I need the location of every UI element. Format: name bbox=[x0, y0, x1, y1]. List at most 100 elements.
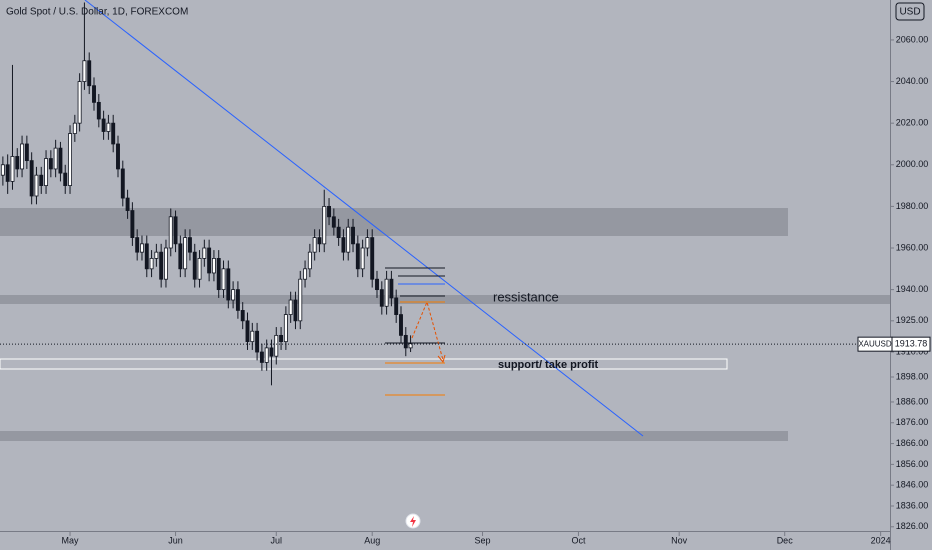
candle-body bbox=[77, 81, 82, 124]
x-tick-label: May bbox=[62, 535, 80, 545]
x-tick-label: Aug bbox=[364, 535, 380, 545]
candle-body bbox=[159, 251, 164, 280]
candle-body bbox=[403, 334, 408, 349]
candle-body bbox=[87, 60, 92, 87]
candle-body bbox=[235, 289, 240, 311]
x-tick-label: Oct bbox=[571, 535, 586, 545]
candle-body bbox=[149, 258, 154, 270]
candle-body bbox=[44, 158, 49, 186]
candle-body bbox=[346, 226, 351, 253]
y-tick-label: 2000.00 bbox=[896, 159, 929, 169]
candle-body bbox=[72, 122, 77, 134]
y-tick-label: 1925.00 bbox=[896, 315, 929, 325]
candle-body bbox=[202, 247, 207, 259]
currency-box[interactable] bbox=[895, 2, 925, 21]
support-box bbox=[0, 358, 728, 370]
candle-body bbox=[111, 122, 116, 145]
candle-body bbox=[303, 268, 308, 280]
y-tick-label: 1940.00 bbox=[896, 284, 929, 294]
zone-resistance bbox=[0, 295, 890, 304]
candle-body bbox=[187, 237, 192, 253]
arrow-head bbox=[437, 354, 446, 364]
candle-body bbox=[63, 172, 68, 186]
candle-body bbox=[125, 197, 130, 211]
candle-body bbox=[240, 310, 245, 322]
x-tick-label: 2024 bbox=[871, 535, 891, 545]
candle-body bbox=[389, 278, 394, 299]
y-tick-label: 1980.00 bbox=[896, 201, 929, 211]
candle-body bbox=[92, 85, 96, 103]
candle-body bbox=[375, 278, 379, 291]
x-tick-label: Jun bbox=[168, 535, 183, 545]
candle-body bbox=[48, 158, 53, 170]
candle-body bbox=[245, 320, 250, 343]
candle-body bbox=[379, 289, 384, 307]
candle-body bbox=[24, 143, 29, 162]
y-tick-label: 1886.00 bbox=[896, 396, 929, 406]
y-tick-label: 1836.00 bbox=[896, 500, 929, 510]
candle-body bbox=[216, 258, 221, 291]
candle-body bbox=[144, 243, 149, 270]
y-tick-label: 1826.00 bbox=[896, 521, 929, 531]
y-tick-label: 1898.00 bbox=[896, 371, 929, 381]
candle-body bbox=[360, 247, 365, 270]
support-label: support/ take profit bbox=[498, 359, 599, 371]
chart-title: Gold Spot / U.S. Dollar, 1D, FOREXCOM bbox=[6, 7, 188, 18]
zone-lower bbox=[0, 431, 788, 441]
candle-body bbox=[317, 237, 322, 245]
y-tick-label: 1846.00 bbox=[896, 480, 929, 490]
candle-body bbox=[279, 334, 284, 343]
x-tick-label: Jul bbox=[271, 535, 283, 545]
candle-body bbox=[173, 216, 178, 245]
y-tick-label: 2020.00 bbox=[896, 118, 929, 128]
candle-body bbox=[288, 299, 293, 315]
x-tick-label: Dec bbox=[777, 535, 794, 545]
candle-body bbox=[197, 258, 202, 280]
candle-body bbox=[231, 289, 236, 301]
candle-body bbox=[154, 251, 159, 259]
candle-body bbox=[0, 164, 5, 176]
candle-body bbox=[384, 278, 389, 307]
candle-body bbox=[53, 147, 58, 170]
candle-body bbox=[58, 147, 63, 174]
currency-label: USD bbox=[899, 7, 920, 18]
candle-body bbox=[293, 299, 298, 322]
candle-body bbox=[135, 237, 140, 253]
candle-body bbox=[399, 314, 403, 336]
candle-body bbox=[15, 156, 20, 170]
x-tick-label: Sep bbox=[475, 535, 491, 545]
candle-body bbox=[312, 237, 317, 253]
y-tick-label: 1960.00 bbox=[896, 242, 929, 252]
candle-body bbox=[211, 258, 216, 274]
candle-body bbox=[331, 216, 336, 228]
candle-body bbox=[307, 251, 312, 270]
candle-body bbox=[82, 60, 87, 82]
candle-body bbox=[29, 160, 34, 197]
y-tick-label: 1866.00 bbox=[896, 438, 929, 448]
lightning-glyph bbox=[410, 516, 416, 527]
candle-body bbox=[226, 268, 231, 301]
candle-body bbox=[322, 205, 327, 245]
candle-body bbox=[259, 351, 264, 363]
candle-body bbox=[365, 237, 370, 249]
candle-body bbox=[106, 122, 111, 132]
candle-body bbox=[351, 226, 355, 245]
price-label: 1913.78 bbox=[895, 339, 928, 349]
candle-body bbox=[298, 278, 303, 322]
projection-arrow bbox=[411, 300, 444, 361]
candle-body bbox=[192, 251, 197, 280]
candle-body bbox=[221, 268, 226, 291]
candle-body bbox=[34, 174, 39, 197]
candle-body bbox=[140, 243, 144, 253]
candle-body bbox=[116, 143, 120, 170]
candle-body bbox=[283, 314, 288, 343]
trend-line bbox=[84, 0, 644, 437]
candle-body bbox=[10, 156, 15, 182]
candle-body bbox=[250, 330, 255, 343]
candle-body bbox=[168, 216, 173, 249]
zone-upper bbox=[0, 208, 788, 236]
resistance-label: ressistance bbox=[493, 289, 559, 304]
price-tag bbox=[891, 336, 931, 352]
